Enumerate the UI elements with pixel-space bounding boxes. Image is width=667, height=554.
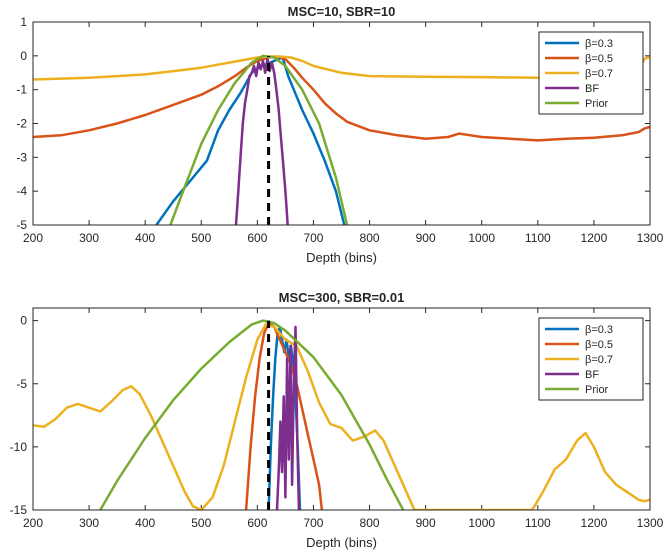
y-tick-label: -2 [16,117,27,131]
series-line-4 [236,59,288,225]
x-tick-label: 700 [303,231,323,245]
x-tick-label: 1000 [468,516,495,530]
legend: β=0.3 β=0.5 β=0.7 BF Prior [539,318,643,400]
x-tick-label: 600 [247,231,267,245]
y-tick-label: -15 [10,503,28,517]
x-tick-label: 1300 [637,516,664,530]
x-tick-label: 1300 [637,231,664,245]
x-tick-label: 300 [79,231,99,245]
y-tick-label: -5 [16,218,27,232]
y-tick-label: -10 [10,440,28,454]
x-tick-label: 900 [416,516,436,530]
x-tick-label: 700 [303,516,323,530]
x-tick-label: 200 [23,231,43,245]
legend-label: BF [585,83,599,95]
x-tick-label: 1000 [468,231,495,245]
x-tick-label: 400 [135,516,155,530]
legend-label: β=0.3 [585,38,613,50]
y-tick-label: -3 [16,150,27,164]
x-tick-label: 600 [247,516,267,530]
series-line-5 [100,321,403,510]
legend-label: BF [585,369,599,381]
x-tick-label: 1100 [525,516,551,530]
chart-panel-2: MSC=300, SBR=0.01 Depth (bins) 200 300 400 50… [10,290,664,550]
x-tick-label: 800 [360,231,380,245]
y-tick-label: 0 [20,49,27,63]
y-tick-label: -5 [16,377,27,391]
series-line-1 [156,58,344,226]
y-tick-label: -1 [16,83,27,97]
y-tick-label: -4 [16,184,27,198]
y-tick-label: 1 [20,15,27,29]
x-tick-label: 300 [79,516,99,530]
legend-label: β=0.7 [585,68,613,80]
x-tick-label: 400 [135,231,155,245]
legend: β=0.3 β=0.5 β=0.7 BF Prior [539,32,643,114]
chart-title: MSC=10, SBR=10 [288,4,396,19]
x-tick-label: 500 [191,516,211,530]
x-tick-label: 1100 [525,231,551,245]
series-line-5 [170,56,347,225]
chart-panel-1: MSC=10, SBR=10 Depth (bins) 200 300 400 500 60… [16,4,663,265]
legend-label: Prior [585,384,609,396]
x-tick-label: 1200 [581,516,608,530]
y-tick-label: 0 [20,314,27,328]
x-axis-label: Depth (bins) [306,535,377,550]
legend-label: β=0.3 [585,324,613,336]
x-tick-label: 200 [23,516,43,530]
x-tick-label: 1200 [581,231,608,245]
x-axis-label: Depth (bins) [306,250,377,265]
x-tick-label: 900 [416,231,436,245]
x-tick-label: 800 [360,516,380,530]
x-tick-label: 500 [191,231,211,245]
legend-label: β=0.5 [585,53,613,65]
legend-label: Prior [585,98,609,110]
chart-title: MSC=300, SBR=0.01 [279,290,405,305]
legend-label: β=0.5 [585,339,613,351]
legend-label: β=0.7 [585,354,613,366]
